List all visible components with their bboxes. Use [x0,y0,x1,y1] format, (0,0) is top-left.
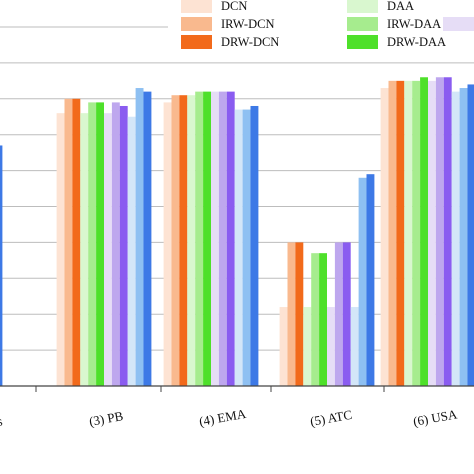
legend-label: DCN [221,0,247,13]
bar-series-10-4 [451,91,460,387]
bar-series-9-1 [119,105,128,386]
bar-series-10-2 [234,109,243,386]
bar-series-9-2 [226,91,235,387]
bar-series-12-0 [0,145,3,386]
x-tick-label: (6) USA [412,406,459,429]
bar-drw-dcn-2 [179,95,188,387]
legend-swatch [443,17,474,31]
bar-series-11-4 [459,88,468,386]
bar-series-7-4 [428,80,436,386]
bar-series-12-3 [366,174,375,386]
legend-swatch [181,0,212,13]
bar-drw-dcn-3 [295,242,304,386]
bar-series-11-3 [358,177,367,386]
bar-irw-daa-4 [412,80,421,386]
legend-label: DAA [387,0,414,13]
bar-drw-dcn-4 [396,80,405,386]
legend-swatch [347,17,378,31]
bar-series-7-3 [327,307,335,386]
bar-irw-daa-1 [88,102,97,386]
bar-series-7-2 [211,91,219,387]
bar-series-7-1 [104,113,112,386]
legend-swatch [181,35,212,49]
bar-series-10-3 [350,307,359,386]
bar-drw-dcn-1 [72,98,81,387]
bar-dcn-4 [380,88,389,386]
bar-series-9-3 [342,242,351,386]
legend-swatch [181,17,212,31]
bar-series-8-4 [435,77,444,386]
x-tick-label: s [0,413,4,429]
legend-swatch [347,0,378,13]
bar-dcn-2 [163,102,172,386]
bar-irw-dcn-4 [388,80,397,386]
bar-drw-daa-4 [420,77,428,386]
legend-label: DRW-DCN [221,35,279,49]
bar-daa-1 [80,113,89,386]
bar-series-11-1 [135,88,144,386]
bar-dcn-1 [56,113,65,386]
bar-drw-daa-2 [203,91,211,387]
bar-daa-4 [404,80,413,386]
bar-daa-3 [303,307,312,386]
bar-series-8-2 [218,91,227,387]
x-tick-label: (3) PB [88,408,125,429]
bar-series-8-1 [111,102,120,386]
bar-series-12-4 [467,84,474,386]
legend-swatch [347,35,378,49]
x-tick-label: (4) EMA [198,406,248,429]
bars [0,77,474,387]
x-tick-label: (5) ATC [309,407,353,429]
bar-daa-2 [187,95,196,387]
bar-series-9-4 [443,77,452,386]
legend: DCN DAA IRW-DCN IRW-DAA DRW-DCN DRW-DAA [168,0,474,52]
bar-irw-daa-3 [311,253,320,386]
bar-series-8-3 [334,242,343,386]
bar-series-11-2 [242,109,251,386]
bar-irw-dcn-3 [287,242,296,386]
legend-label: DRW-DAA [387,35,446,49]
axes [0,385,474,392]
legend-label: IRW-DCN [221,17,274,31]
bar-series-10-1 [127,116,136,386]
legend-label: IRW-DAA [387,17,441,31]
bar-drw-daa-3 [319,253,327,386]
bar-dcn-3 [279,307,288,386]
bar-drw-daa-1 [96,102,104,386]
legend-background [168,0,474,52]
bar-irw-dcn-1 [64,98,73,387]
bar-irw-dcn-2 [171,95,180,387]
x-tick-labels: s (3) PB (4) EMA (5) ATC (6) USA [0,406,459,429]
bar-series-12-2 [250,105,259,386]
bar-series-12-1 [143,91,152,387]
bar-irw-daa-2 [195,91,204,387]
